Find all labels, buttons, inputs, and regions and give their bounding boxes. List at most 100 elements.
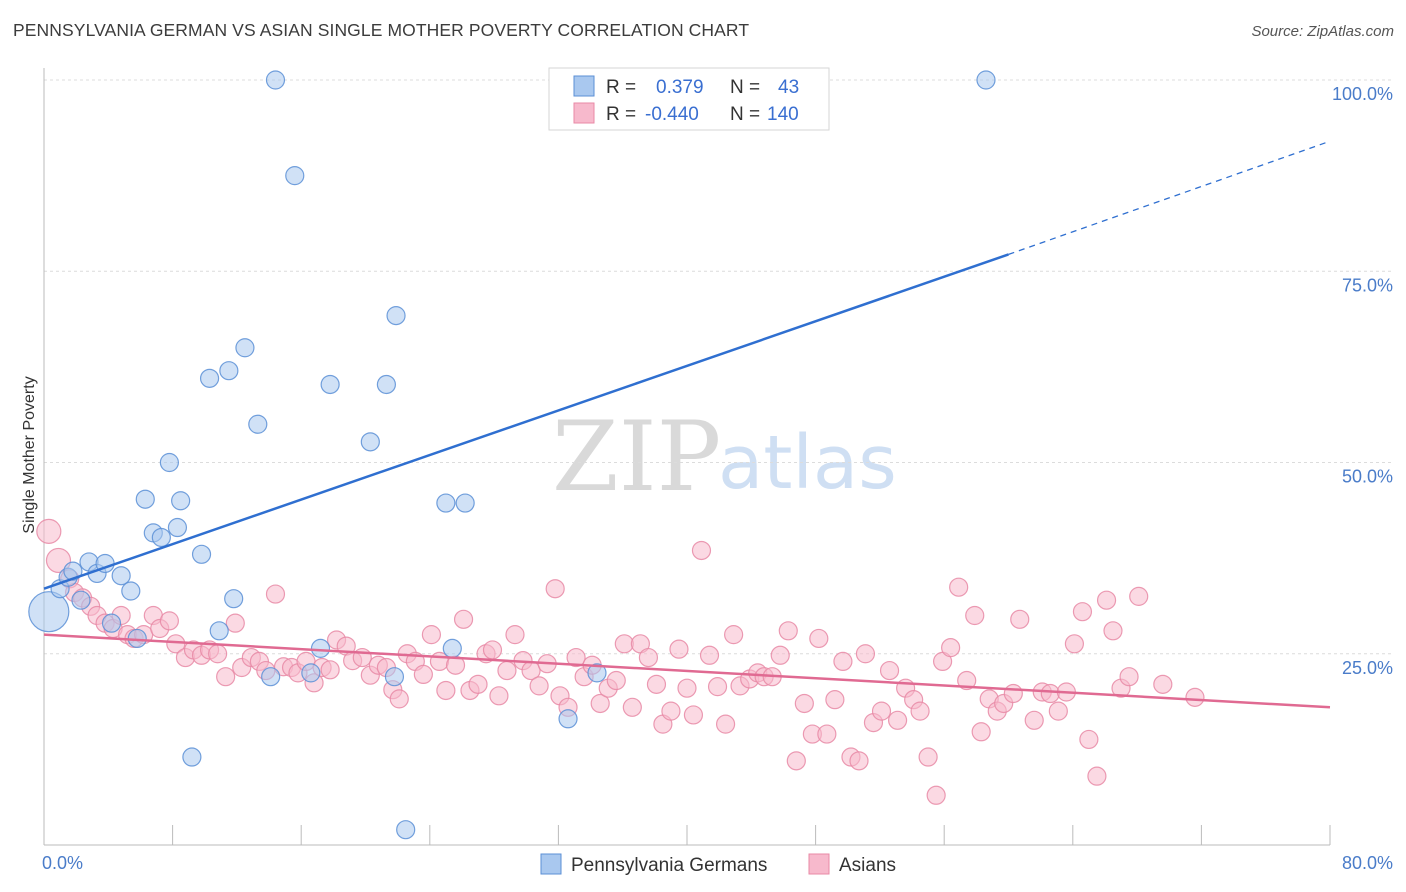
data-point bbox=[918, 747, 938, 767]
data-point bbox=[614, 634, 634, 654]
data-point bbox=[36, 518, 62, 544]
trend-line-extension bbox=[1008, 140, 1331, 256]
data-point bbox=[191, 544, 212, 564]
data-point bbox=[63, 561, 83, 581]
data-point bbox=[1185, 687, 1205, 707]
x-tick-label: 0.0% bbox=[42, 853, 83, 873]
data-point bbox=[949, 577, 969, 597]
legend-swatch-pennsylvania-germans bbox=[540, 853, 562, 875]
legend-series-name: Pennsylvania Germans bbox=[571, 855, 767, 876]
data-point bbox=[468, 674, 488, 694]
data-point bbox=[1153, 674, 1173, 694]
legend-n-value: 43 bbox=[778, 77, 799, 98]
y-tick-label: 50.0% bbox=[1342, 467, 1393, 487]
data-point bbox=[778, 621, 798, 641]
data-point bbox=[1010, 609, 1030, 629]
data-point bbox=[199, 368, 220, 388]
data-point bbox=[622, 697, 642, 717]
data-point bbox=[606, 670, 626, 691]
data-point bbox=[310, 638, 331, 658]
data-point bbox=[265, 70, 286, 90]
legend-series-name: Asians bbox=[839, 855, 896, 876]
data-point bbox=[638, 647, 659, 668]
data-point bbox=[489, 686, 509, 706]
grid bbox=[44, 79, 1392, 655]
data-point bbox=[261, 667, 281, 687]
data-point bbox=[396, 820, 416, 840]
data-point bbox=[360, 432, 380, 452]
data-point bbox=[301, 663, 321, 683]
data-point bbox=[135, 489, 155, 509]
data-point bbox=[121, 581, 141, 601]
data-point bbox=[436, 680, 456, 701]
tick-labels: 25.0% 50.0% 75.0% 100.0% 0.0% 80.0% bbox=[42, 84, 1393, 873]
data-point bbox=[1024, 710, 1044, 730]
data-point bbox=[1129, 586, 1149, 606]
points bbox=[28, 70, 1205, 840]
y-tick-label: 25.0% bbox=[1342, 658, 1393, 678]
series-pennsylvania-germans bbox=[28, 70, 996, 840]
data-point bbox=[587, 663, 607, 683]
correlation-legend: R = 0.379 N = 43 R = -0.440 N = 140 bbox=[548, 67, 830, 131]
data-point bbox=[529, 676, 549, 696]
y-tick-label: 75.0% bbox=[1342, 275, 1393, 295]
y-tick-label: 100.0% bbox=[1332, 84, 1393, 104]
chart-title: PENNSYLVANIA GERMAN VS ASIAN SINGLE MOTH… bbox=[13, 20, 750, 40]
legend-r-value: 0.379 bbox=[656, 77, 704, 98]
legend-swatch-asians bbox=[573, 102, 595, 124]
data-point bbox=[849, 751, 869, 771]
data-point bbox=[111, 566, 131, 586]
data-point bbox=[505, 625, 525, 645]
data-point bbox=[971, 722, 991, 742]
data-point bbox=[235, 338, 255, 358]
data-point bbox=[219, 361, 239, 381]
data-point bbox=[209, 621, 229, 641]
data-point bbox=[661, 701, 681, 721]
data-point bbox=[707, 677, 728, 697]
data-point bbox=[71, 590, 91, 610]
data-point bbox=[794, 693, 814, 714]
data-point bbox=[1072, 602, 1093, 622]
watermark: ZIP atlas bbox=[552, 401, 897, 513]
legend-n-value: 140 bbox=[767, 104, 799, 125]
data-point bbox=[855, 644, 876, 664]
data-point bbox=[159, 611, 179, 631]
data-point bbox=[1003, 683, 1023, 704]
source-label: Source: ZipAtlas.com bbox=[1251, 23, 1394, 40]
data-point bbox=[265, 584, 286, 604]
data-point bbox=[566, 647, 586, 668]
data-point bbox=[558, 709, 578, 729]
data-point bbox=[384, 667, 405, 687]
data-point bbox=[1040, 683, 1060, 704]
data-point bbox=[724, 625, 744, 645]
data-point bbox=[786, 751, 806, 771]
legend-n-label: N = bbox=[730, 77, 760, 98]
data-point bbox=[101, 613, 122, 633]
trend-line-asians bbox=[43, 633, 1331, 709]
data-point bbox=[442, 638, 462, 658]
legend-box bbox=[548, 67, 830, 131]
data-point bbox=[320, 374, 340, 395]
data-point bbox=[455, 493, 475, 513]
data-point bbox=[248, 414, 268, 434]
legend-swatch-asians bbox=[808, 853, 830, 875]
data-point bbox=[887, 710, 908, 730]
data-point bbox=[910, 701, 930, 721]
data-point bbox=[1048, 701, 1068, 721]
data-point bbox=[482, 640, 503, 660]
data-point bbox=[941, 638, 961, 658]
data-point bbox=[216, 667, 236, 687]
legend-swatch-pennsylvania-germans bbox=[573, 75, 595, 97]
data-point bbox=[159, 452, 179, 473]
data-point bbox=[817, 724, 837, 744]
data-point bbox=[825, 690, 845, 710]
data-point bbox=[386, 306, 406, 326]
data-point bbox=[1096, 590, 1117, 610]
data-point bbox=[926, 785, 946, 805]
series-legend: Pennsylvania Germans Asians bbox=[540, 853, 896, 876]
data-point bbox=[1079, 729, 1099, 750]
legend-r-label: R = bbox=[606, 104, 636, 125]
data-point bbox=[879, 660, 900, 681]
data-point bbox=[320, 660, 340, 680]
